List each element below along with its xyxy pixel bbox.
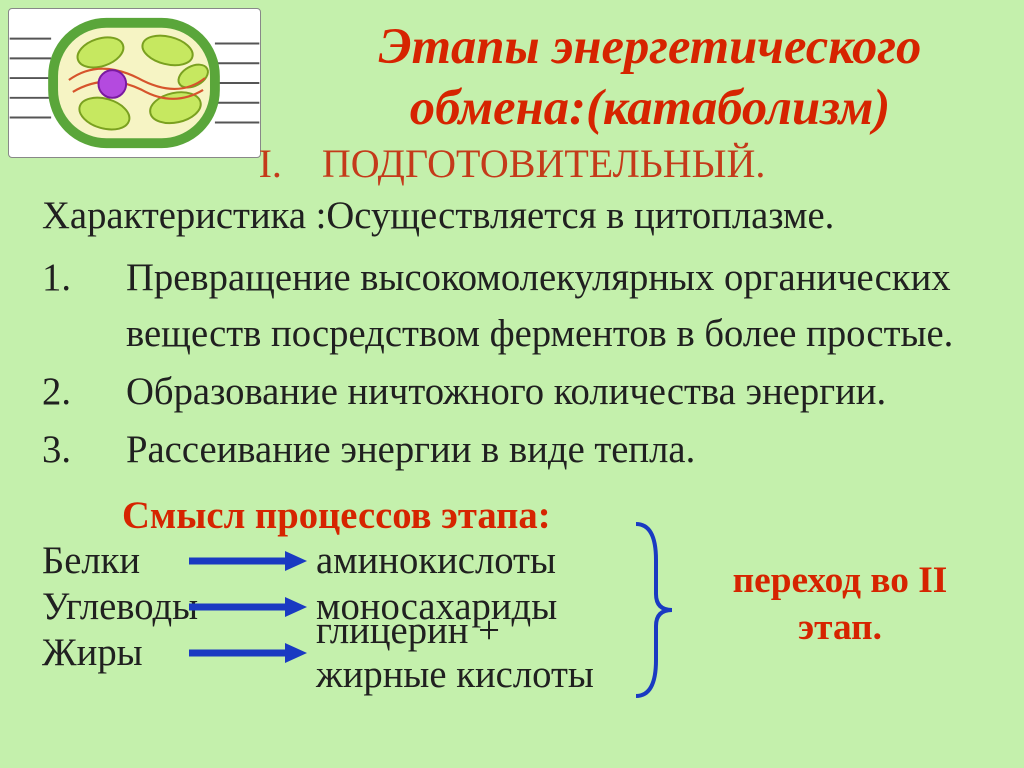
numbered-list: 1.Превращение высокомолекулярных органич… <box>42 250 982 478</box>
arrow-icon <box>182 597 312 617</box>
process-right: глицерин + жирные кислоты <box>312 609 602 697</box>
title-line-2: обмена:(катаболизм) <box>300 77 1000 138</box>
title-line-1: Этапы энергетического <box>300 16 1000 77</box>
section-label: ПОДГОТОВИТЕЛЬНЫЙ. <box>322 141 766 186</box>
slide: Этапы энергетического обмена:(катаболизм… <box>0 0 1024 768</box>
meaning-title: Смысл процессов этапа: <box>122 494 551 538</box>
process-row: Белки аминокислоты <box>42 538 602 584</box>
section-heading: I. ПОДГОТОВИТЕЛЬНЫЙ. <box>0 140 1024 187</box>
transition-label: переход во II этап. <box>690 558 990 651</box>
transition-line-1: переход во II <box>733 560 948 601</box>
process-right: аминокислоты <box>312 539 602 583</box>
process-row: Жиры глицерин + жирные кислоты <box>42 630 602 676</box>
section-number: I. <box>259 141 282 186</box>
process-grid: Белки аминокислоты Углеводы моносахариды… <box>42 538 602 676</box>
cell-illustration <box>8 8 261 158</box>
process-left: Жиры <box>42 631 182 675</box>
transition-line-2: этап. <box>798 607 882 648</box>
arrow-icon <box>182 643 312 663</box>
list-item: 2.Образование ничтожного количества энер… <box>84 364 982 420</box>
process-left: Белки <box>42 539 182 583</box>
arrow-icon <box>182 551 312 571</box>
list-item: 3.Рассеивание энергии в виде тепла. <box>84 422 982 478</box>
process-left: Углеводы <box>42 585 182 629</box>
cell-icon <box>9 9 260 157</box>
brace-icon <box>630 520 676 700</box>
characteristic-line: Характеристика :Осуществляется в цитопла… <box>42 188 982 244</box>
body-block: Характеристика :Осуществляется в цитопла… <box>42 188 982 480</box>
page-title: Этапы энергетического обмена:(катаболизм… <box>300 16 1000 138</box>
list-item: 1.Превращение высокомолекулярных органич… <box>84 250 982 362</box>
